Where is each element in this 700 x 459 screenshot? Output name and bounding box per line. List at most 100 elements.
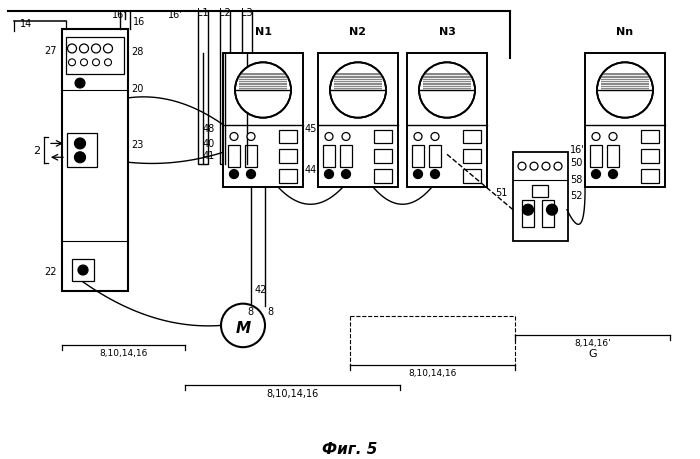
Text: 14: 14 [20,19,32,29]
Circle shape [92,45,101,54]
Text: 48: 48 [203,123,216,134]
Bar [532,185,548,197]
Circle shape [92,60,99,67]
Text: L1: L1 [197,8,209,18]
Bar [220,12,230,165]
Text: 16': 16' [168,10,183,20]
Bar [407,54,487,188]
Text: 50: 50 [570,158,582,168]
Circle shape [74,139,85,150]
Circle shape [246,170,256,179]
Text: M: M [235,320,251,335]
Bar [412,146,424,168]
Bar [641,130,659,144]
Text: 20: 20 [131,84,144,94]
Bar [542,201,554,228]
Bar [340,146,352,168]
Text: G: G [588,348,597,358]
Text: 27: 27 [45,46,57,56]
Text: 8: 8 [247,306,253,316]
Circle shape [414,170,423,179]
Bar [463,170,481,184]
Circle shape [609,133,617,141]
Circle shape [330,63,386,118]
Text: 2: 2 [34,146,41,156]
Text: 23: 23 [131,140,144,150]
Bar [279,150,297,164]
Circle shape [67,45,76,54]
Text: 16': 16' [112,10,127,20]
Bar [228,146,240,168]
Circle shape [419,63,475,118]
Text: 58: 58 [570,175,582,185]
Bar [641,170,659,184]
Circle shape [230,170,239,179]
Circle shape [430,170,440,179]
Text: 44: 44 [305,165,317,175]
Bar [374,150,392,164]
Circle shape [554,163,562,171]
Circle shape [530,163,538,171]
Bar [334,74,382,92]
Circle shape [247,133,255,141]
Bar [223,54,303,188]
Circle shape [414,133,422,141]
Bar [279,170,297,184]
Text: Nn: Nn [617,27,634,37]
Text: 52: 52 [570,190,582,201]
Circle shape [69,60,76,67]
Circle shape [221,304,265,347]
Bar [66,38,124,75]
Bar [72,260,94,281]
Text: 22: 22 [45,267,57,276]
Bar [62,30,128,291]
Circle shape [325,133,333,141]
Circle shape [74,152,85,163]
Text: 8: 8 [267,306,273,316]
Text: Фиг. 5: Фиг. 5 [322,441,378,456]
Circle shape [547,205,557,216]
Circle shape [78,265,88,275]
Circle shape [522,205,533,216]
Text: 45: 45 [305,123,317,134]
Bar [463,150,481,164]
Circle shape [592,133,600,141]
Bar [239,74,287,92]
Text: N3: N3 [439,27,456,37]
Bar [641,150,659,164]
Circle shape [592,170,601,179]
Circle shape [608,170,617,179]
Circle shape [104,60,111,67]
Text: 8,14,16': 8,14,16' [574,339,611,347]
Bar [67,133,97,168]
Circle shape [235,63,291,118]
Bar [374,170,392,184]
Circle shape [325,170,333,179]
Text: N2: N2 [349,27,367,37]
Text: 42: 42 [255,284,267,294]
Circle shape [518,163,526,171]
Bar [513,153,568,242]
Circle shape [80,45,88,54]
Bar [585,54,665,188]
Bar [429,146,441,168]
Circle shape [542,163,550,171]
Text: 16': 16' [570,145,584,155]
Circle shape [80,60,88,67]
Text: L3: L3 [241,8,253,18]
Circle shape [104,45,113,54]
Circle shape [75,79,85,89]
Bar [601,74,649,92]
Bar [522,201,534,228]
Circle shape [342,170,351,179]
Bar [607,146,619,168]
Text: 40: 40 [203,139,216,149]
Circle shape [342,133,350,141]
Text: 16: 16 [133,17,146,27]
Circle shape [431,133,439,141]
Bar [323,146,335,168]
Text: 8,10,14,16: 8,10,14,16 [408,368,456,377]
Text: 8,10,14,16: 8,10,14,16 [267,388,318,398]
Bar [374,130,392,144]
Text: N1: N1 [255,27,272,37]
